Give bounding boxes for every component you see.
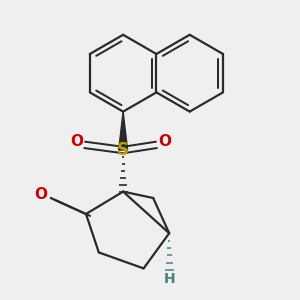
Text: S: S: [117, 141, 129, 159]
Text: O: O: [158, 134, 171, 149]
Text: H: H: [164, 272, 175, 286]
Text: O: O: [70, 134, 83, 149]
Text: O: O: [35, 187, 48, 202]
Polygon shape: [118, 112, 127, 150]
